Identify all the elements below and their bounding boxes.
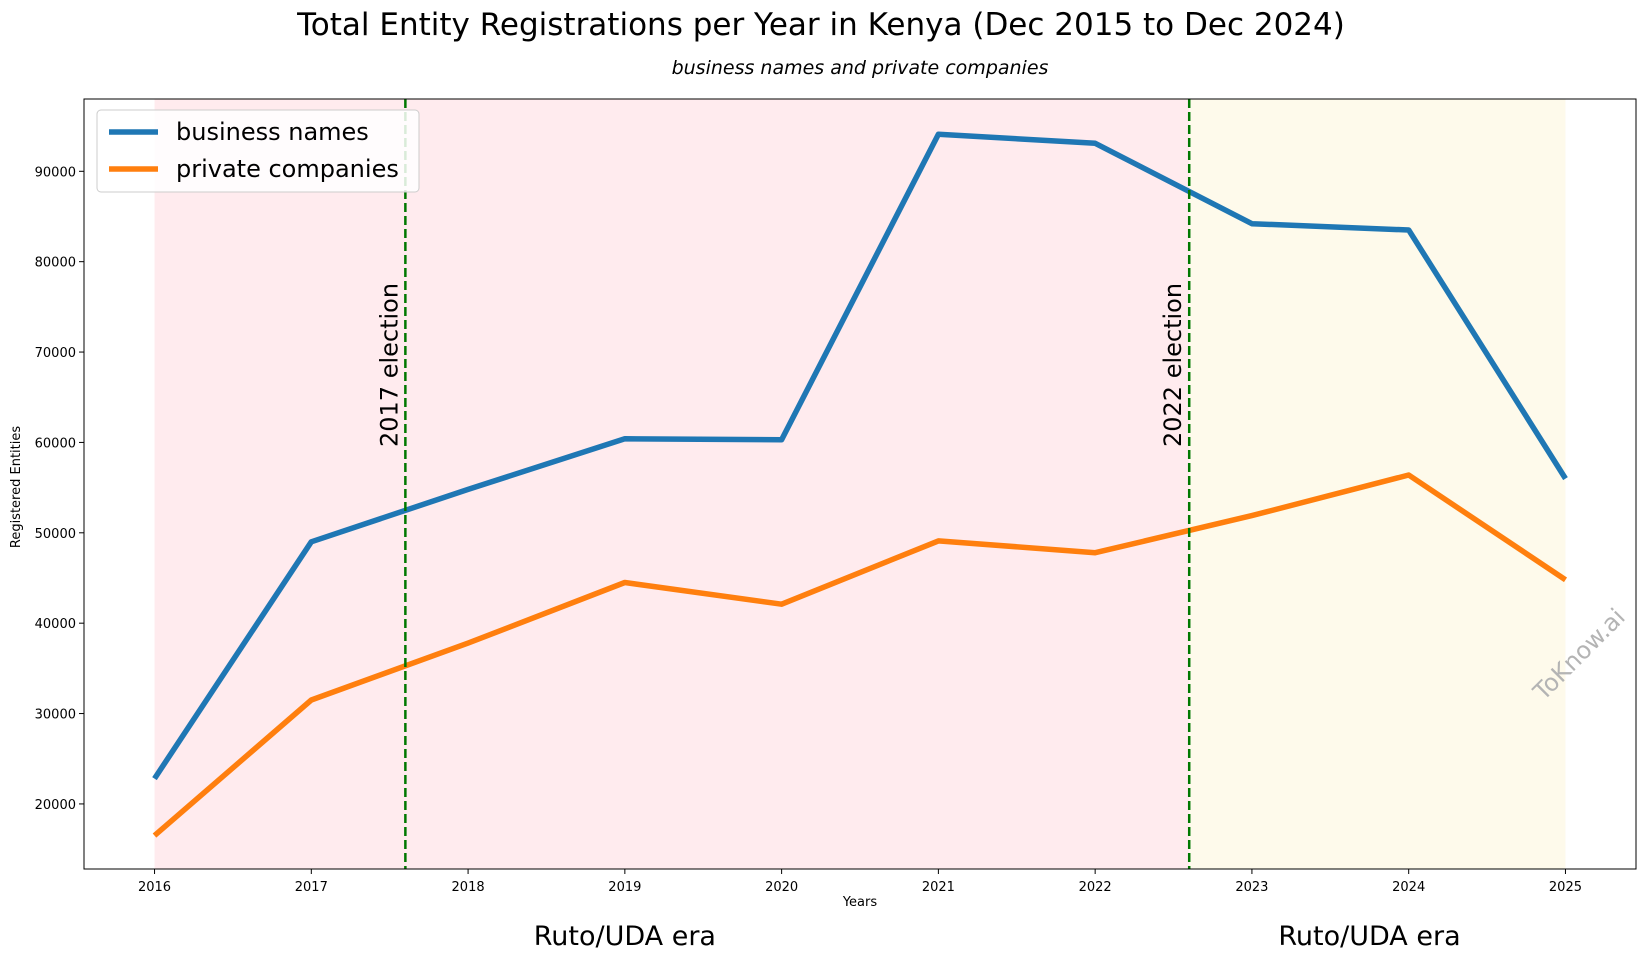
chart-subtitle: business names and private companies — [672, 57, 1049, 79]
x-tick-label: 2023 — [1235, 880, 1268, 895]
y-tick-label: 40000 — [35, 617, 76, 632]
series-lines — [152, 131, 1568, 838]
x-axis-label: Years — [842, 895, 878, 910]
series-line-private-companies — [152, 472, 1568, 838]
series-line-business-names — [152, 131, 1568, 781]
era-labels: Ruto/UDA era Ruto/UDA era — [534, 921, 1461, 952]
y-tick-label: 60000 — [35, 436, 76, 451]
y-tick-label: 70000 — [35, 346, 76, 361]
plot-frame — [83, 98, 1637, 870]
shaded-region-0 — [154, 99, 1190, 869]
era-label-1: Ruto/UDA era — [1278, 921, 1460, 952]
x-tick-label: 2018 — [452, 880, 485, 895]
chart-title: Total Entity Registrations per Year in K… — [296, 7, 1345, 43]
legend-label: business names — [176, 118, 369, 146]
y-tick-label: 50000 — [35, 527, 76, 542]
x-tick-label: 2019 — [608, 880, 641, 895]
legend: business names private companies — [96, 109, 420, 193]
legend-box — [96, 109, 420, 193]
event-label-0: 2017 election — [375, 283, 403, 447]
x-tick-label: 2024 — [1392, 880, 1425, 895]
x-tick-label: 2017 — [295, 880, 328, 895]
x-tick-label: 2020 — [765, 880, 798, 895]
era-label-0: Ruto/UDA era — [534, 921, 716, 952]
y-tick-label: 90000 — [35, 165, 76, 180]
x-tick-label: 2016 — [138, 880, 171, 895]
y-axis-ticks: 20000 30000 40000 50000 60000 70000 80000 90000 — [35, 165, 84, 813]
event-label-1: 2022 election — [1159, 283, 1187, 447]
x-tick-label: 2022 — [1079, 880, 1112, 895]
y-tick-label: 80000 — [35, 256, 76, 271]
y-tick-label: 30000 — [35, 708, 76, 723]
x-tick-label: 2021 — [922, 880, 955, 895]
shaded-regions — [154, 99, 1566, 869]
y-tick-label: 20000 — [35, 798, 76, 813]
y-axis-label: Registered Entities — [9, 426, 24, 548]
legend-label: private companies — [176, 155, 399, 183]
event-lines: 2017 election 2022 election — [375, 99, 1191, 869]
x-tick-label: 2025 — [1549, 880, 1582, 895]
x-axis-ticks: 2016 2017 2018 2019 2020 2021 2022 2023 2024 2025 — [138, 869, 1582, 895]
